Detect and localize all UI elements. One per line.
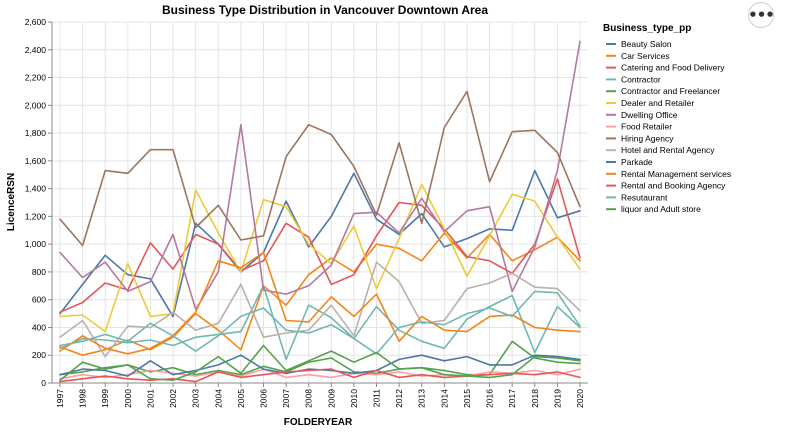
x-tick-label: 2018 — [530, 389, 540, 408]
series-line-5 — [59, 183, 581, 333]
legend-label: Dwelling Office — [621, 110, 678, 120]
x-tick-label: 1999 — [100, 389, 110, 408]
series-line-13 — [59, 290, 581, 355]
legend-label: Catering and Food Delivery — [621, 63, 725, 73]
x-tick-label: 2008 — [304, 389, 314, 408]
y-tick-label: 400 — [32, 322, 46, 332]
x-tick-label: 2001 — [145, 389, 155, 408]
more-horizontal-icon: ••• — [748, 6, 775, 24]
series-line-6 — [59, 40, 581, 311]
y-tick-label: 200 — [32, 350, 46, 360]
x-tick-label: 2012 — [394, 389, 404, 408]
grid — [52, 21, 588, 384]
y-tick-label: 800 — [32, 267, 46, 277]
series-line-3 — [59, 284, 581, 361]
x-tick-label: 2007 — [281, 389, 291, 408]
x-tick-label: 2009 — [326, 389, 336, 408]
y-tick-label: 2,600 — [25, 17, 47, 27]
x-tick-label: 2016 — [485, 389, 495, 408]
x-tick-label: 2002 — [168, 389, 178, 408]
y-axis-title: LicenceRSN — [6, 173, 17, 231]
y-tick-label: 0 — [41, 378, 46, 388]
series-line-2 — [59, 178, 581, 314]
chart-title: Business Type Distribution in Vancouver … — [162, 3, 488, 17]
x-tick-label: 2014 — [439, 389, 449, 408]
legend-label: Rental and Booking Agency — [621, 181, 726, 191]
legend-label: Food Retailer — [621, 122, 672, 132]
legend-label: Hiring Agency — [621, 133, 674, 143]
y-tick-label: 2,000 — [25, 100, 47, 110]
x-tick-label: 2011 — [372, 389, 382, 408]
x-tick-label: 1998 — [78, 389, 88, 408]
x-tick-label: 2006 — [258, 389, 268, 408]
legend-label: Hotel and Rental Agency — [621, 145, 715, 155]
series-line-12 — [59, 368, 581, 383]
axes: 0 200 400 600 800 1,000 1,200 1,400 1,600 1,800 2,… — [25, 17, 588, 408]
y-tick-label: 1,200 — [25, 211, 47, 221]
y-tick-label: 1,800 — [25, 128, 47, 138]
x-tick-label: 2004 — [213, 389, 223, 408]
x-tick-label: 1997 — [55, 389, 65, 408]
y-tick-label: 600 — [32, 295, 46, 305]
y-tick-label: 1,600 — [25, 156, 47, 166]
y-tick-label: 1,000 — [25, 239, 47, 249]
legend: Business_type_pp Beauty Salon Car Service… — [603, 23, 731, 214]
x-tick-label: 2000 — [123, 389, 133, 408]
series-lines — [59, 40, 581, 383]
legend-label: Rental Management services — [621, 169, 731, 179]
more-options-button[interactable]: ••• — [748, 2, 775, 28]
legend-label: Dealer and Retailer — [621, 98, 694, 108]
x-tick-label: 2019 — [552, 389, 562, 408]
series-line-8 — [59, 90, 581, 247]
x-tick-label: 2005 — [236, 389, 246, 408]
y-tick-label: 2,200 — [25, 73, 47, 83]
series-line-7 — [59, 368, 581, 380]
series-line-0 — [59, 169, 581, 318]
legend-label: Car Services — [621, 51, 670, 61]
series-line-14 — [59, 344, 581, 382]
x-tick-label: 2003 — [191, 389, 201, 408]
x-tick-label: 2020 — [575, 389, 585, 408]
legend-label: Contractor and Freelancer — [621, 86, 720, 96]
series-line-1 — [59, 232, 581, 357]
legend-title: Business_type_pp — [603, 23, 691, 34]
legend-label: Contractor — [621, 74, 661, 84]
y-tick-label: 2,400 — [25, 45, 47, 55]
x-axis-title: FOLDERYEAR — [284, 417, 353, 428]
series-line-11 — [59, 251, 581, 355]
y-tick-label: 1,400 — [25, 184, 47, 194]
legend-label: Resutaurant — [621, 192, 668, 202]
legend-label: Beauty Salon — [621, 39, 672, 49]
legend-label: Parkade — [621, 157, 653, 167]
legend-label: liquor and Adult store — [621, 204, 701, 214]
x-tick-label: 2010 — [349, 389, 359, 408]
x-tick-label: 2017 — [507, 389, 517, 408]
x-tick-label: 2013 — [417, 389, 427, 408]
x-tick-label: 2015 — [462, 389, 472, 408]
